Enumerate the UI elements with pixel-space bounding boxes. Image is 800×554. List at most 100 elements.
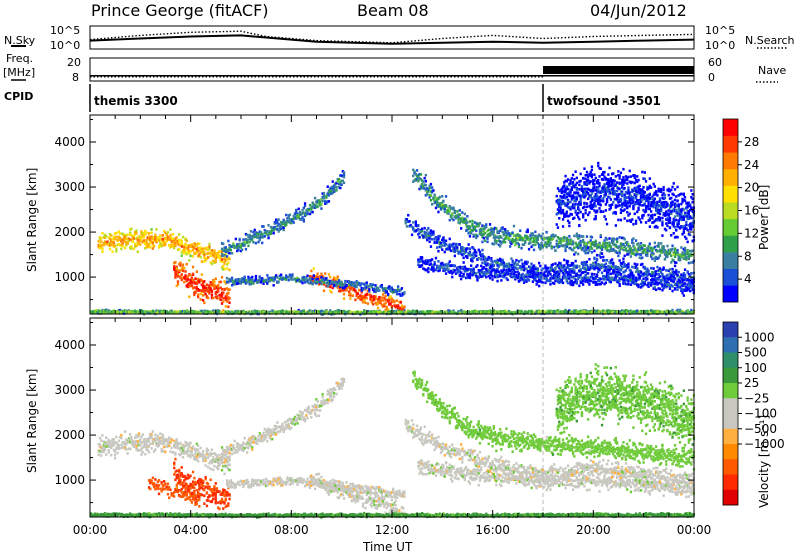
cell-band-8 xyxy=(575,282,578,285)
cell-band-5 xyxy=(577,311,580,314)
cell-band-8 xyxy=(514,277,517,281)
cell-band-5 xyxy=(91,310,94,314)
cell-band-3 xyxy=(354,289,357,293)
cell-band-6 xyxy=(520,246,523,250)
cell-band-6 xyxy=(675,261,678,264)
cell-band-5 xyxy=(234,311,237,315)
cell-band-4 xyxy=(276,280,279,283)
cell-band-4 xyxy=(355,280,358,283)
cell-band-0 xyxy=(145,241,148,244)
cell-band-6 xyxy=(429,193,433,197)
cell-band-0 xyxy=(222,268,225,271)
cell-band-0 xyxy=(183,247,186,251)
cell-band-4 xyxy=(322,281,326,284)
cell-band-8 xyxy=(424,259,427,262)
cell-band-8 xyxy=(525,280,528,283)
cell-band-6 xyxy=(480,230,483,233)
cell-band-3 xyxy=(397,304,400,307)
cell-band-5 xyxy=(217,309,220,313)
cell-band-5 xyxy=(568,309,571,312)
cell-band-2 xyxy=(223,246,226,250)
cell-band-1 xyxy=(202,298,205,302)
cell-band-0 xyxy=(126,237,129,240)
cell-band-8 xyxy=(554,272,557,276)
cell-band-7 xyxy=(616,267,619,271)
cell-band-4 xyxy=(329,279,332,283)
cell-band-5 xyxy=(307,311,310,315)
cell-band-7 xyxy=(639,274,643,278)
cell-band-2 xyxy=(220,247,224,251)
cell-band-5 xyxy=(392,311,395,314)
cell-band-7 xyxy=(637,270,640,274)
cell-band-2 xyxy=(251,238,254,242)
cell-band-7 xyxy=(514,261,517,265)
cell-band-5 xyxy=(144,310,147,314)
cell-band-7 xyxy=(626,266,629,270)
cell-band-5 xyxy=(272,311,275,315)
cell-band-7 xyxy=(671,270,674,274)
cell-band-5 xyxy=(324,310,327,313)
cell-band-7 xyxy=(515,258,518,262)
cell-band-5 xyxy=(520,311,523,315)
cell-band-6 xyxy=(478,228,482,232)
cell-band-0 xyxy=(136,250,139,253)
cell-band-2 xyxy=(222,242,225,246)
cell-band-8 xyxy=(521,275,524,279)
cell-band-6 xyxy=(458,218,461,221)
cell-band-6 xyxy=(559,241,562,245)
cell-band-8 xyxy=(449,269,453,273)
cell-band-6 xyxy=(521,243,524,246)
cell-band-5 xyxy=(422,310,425,313)
cell-band-3 xyxy=(339,286,342,290)
cell-band-4 xyxy=(244,282,248,285)
cell-band-4 xyxy=(261,279,264,283)
cell-band-8 xyxy=(482,274,485,277)
cell-band-6 xyxy=(634,239,638,242)
cell-band-4 xyxy=(311,282,314,285)
cell-band-3 xyxy=(360,297,363,300)
cell-band-5 xyxy=(497,310,500,314)
cell-band-3 xyxy=(393,300,396,304)
cell-band-6 xyxy=(682,247,685,251)
cell-band-6 xyxy=(475,236,478,240)
cell-band-0 xyxy=(191,249,195,252)
cell-band-5 xyxy=(90,311,93,314)
cell-band-7 xyxy=(570,261,573,265)
cell-band-7 xyxy=(634,270,638,274)
cell-band-0 xyxy=(141,232,144,235)
cell-band-0 xyxy=(115,250,118,253)
cell-band-8 xyxy=(462,261,465,264)
cell-band-7 xyxy=(454,242,458,246)
cell-band-5 xyxy=(344,310,347,314)
cell-band-6 xyxy=(448,218,451,222)
cell-band-6 xyxy=(637,242,640,245)
cell-band-6 xyxy=(650,255,653,258)
cell-band-6 xyxy=(623,237,626,241)
cell-band-2 xyxy=(251,235,254,238)
cell-band-6 xyxy=(598,241,601,245)
cell-band-8 xyxy=(426,268,429,272)
cell-band-7 xyxy=(481,248,484,252)
cell-band-7 xyxy=(687,279,690,282)
cell-band-8 xyxy=(613,276,616,280)
cell-band-5 xyxy=(353,311,356,314)
cell-band-4 xyxy=(332,284,336,287)
cell-band-8 xyxy=(563,274,566,278)
cell-band-5 xyxy=(448,309,451,313)
cell-band-2 xyxy=(222,249,225,252)
cell-band-6 xyxy=(656,250,659,253)
cell-band-6 xyxy=(470,228,473,232)
cell-band-7 xyxy=(467,243,470,246)
cell-band-6 xyxy=(663,249,667,252)
cell-band-0 xyxy=(103,240,107,243)
cell-band-5 xyxy=(554,311,557,315)
cell-band-8 xyxy=(457,267,460,271)
cell-band-8 xyxy=(506,278,509,282)
cell-band-7 xyxy=(483,262,487,266)
cell-band-5 xyxy=(582,310,585,314)
cell-band-2 xyxy=(238,242,241,246)
cell-band-0 xyxy=(204,247,207,250)
cell-band-8 xyxy=(417,263,420,266)
cell-band-0 xyxy=(213,253,216,256)
cell-band-6 xyxy=(638,256,641,259)
